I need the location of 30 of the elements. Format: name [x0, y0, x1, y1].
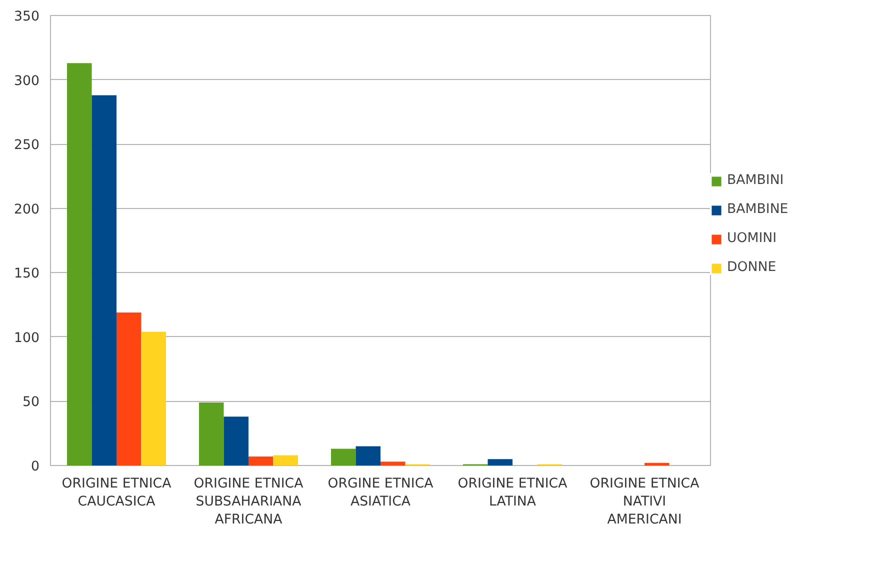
x-tick-label: ORIGINE ETNICA LATINA	[458, 476, 568, 510]
x-tick-label: ORIGINE ETNICA CAUCASICA	[62, 476, 172, 510]
y-tick-label: 250	[14, 138, 40, 154]
y-tick-label: 350	[14, 10, 40, 24]
y-tick-label: 50	[22, 395, 40, 410]
bar	[488, 459, 512, 466]
legend-label: BAMBINE	[727, 202, 788, 217]
bar	[248, 456, 274, 466]
bar	[141, 332, 166, 466]
x-tick-label: ORIGINE ETNICA NATIVI AMERICANI	[590, 476, 700, 528]
x-tick-label: ORIGINE ETNICA SUBSAHARIANA AFRICANA	[194, 476, 304, 528]
bar	[356, 446, 380, 466]
bar	[116, 312, 142, 466]
y-tick-label: 0	[31, 460, 40, 474]
bar	[67, 63, 92, 466]
y-tick-label: 150	[14, 266, 40, 282]
y-tick-label: 200	[14, 202, 40, 218]
bar	[92, 95, 116, 466]
y-tick-label: 300	[14, 74, 40, 89]
bar	[380, 462, 406, 466]
legend-label: DONNE	[727, 260, 778, 275]
legend-label: UOMINI	[727, 231, 778, 246]
bar	[224, 416, 248, 466]
bar	[644, 462, 670, 466]
bar	[199, 402, 224, 466]
legend-label: BAMBINI	[727, 173, 785, 188]
y-tick-label: 100	[14, 330, 40, 346]
bar	[331, 448, 356, 466]
bar	[273, 455, 298, 466]
x-tick-label: ORGINE ETNICA ASIATICA	[328, 476, 434, 510]
